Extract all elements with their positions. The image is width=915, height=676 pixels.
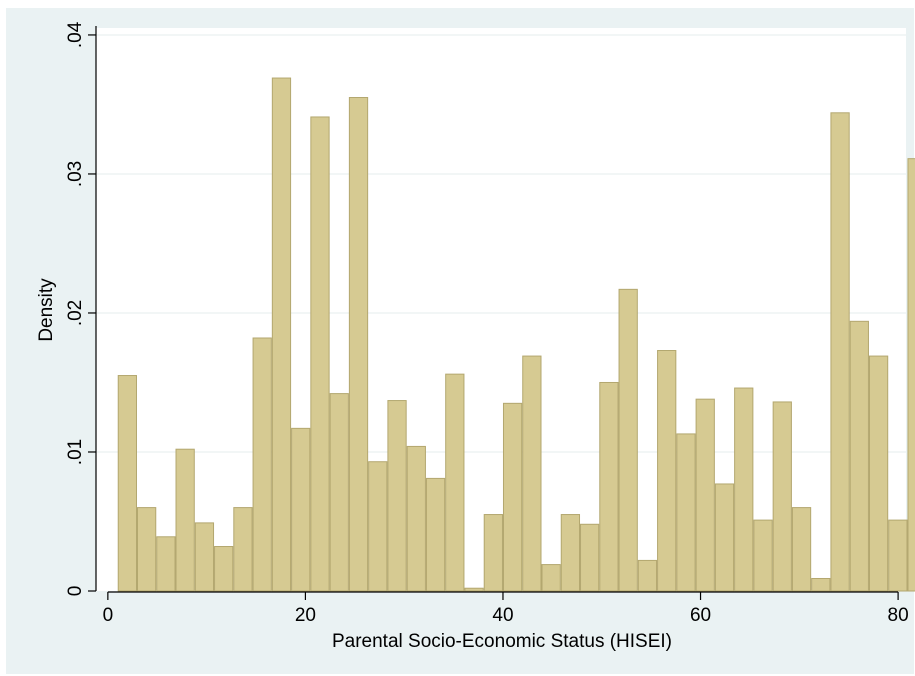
histogram-bar [676, 433, 696, 592]
x-tick-label: 80 [888, 605, 909, 626]
histogram-bar [791, 507, 812, 592]
histogram-bar [117, 375, 137, 592]
histogram-bar [464, 587, 484, 592]
histogram-bar [425, 477, 446, 592]
x-tick-label: 0 [103, 605, 114, 626]
y-tick-label: 0 [65, 586, 86, 597]
histogram-bar [310, 116, 330, 592]
histogram-bar [714, 483, 735, 592]
histogram-bar [368, 461, 388, 592]
plot-area [96, 28, 906, 591]
histogram-bar [868, 355, 889, 592]
histogram-bar [406, 445, 426, 592]
histogram-bar [387, 400, 407, 592]
x-tick-label: 20 [295, 605, 316, 626]
axes: 0 .01 .02 .03 .04 0 20 40 60 80 [65, 21, 909, 626]
histogram-bar [502, 402, 523, 592]
histogram-bar [637, 559, 658, 592]
y-tick-label: .02 [65, 300, 86, 326]
histogram-bar [233, 507, 253, 592]
histogram-bar [772, 401, 792, 592]
y-tick-label: .01 [65, 439, 86, 465]
histogram-bar [483, 514, 503, 592]
y-tick-label: .03 [65, 161, 86, 187]
bars [117, 77, 915, 592]
histogram-bar [329, 393, 349, 592]
histogram-bar [907, 158, 915, 592]
grid-lines [96, 34, 906, 453]
y-axis-title: Density [36, 278, 57, 342]
histogram-bar [811, 577, 831, 592]
histogram-bar [291, 427, 311, 592]
histogram-bar [541, 564, 561, 592]
histogram-bar [830, 112, 850, 592]
histogram-bar [599, 381, 619, 592]
histogram-bar [695, 398, 715, 592]
histogram-bar [849, 320, 869, 592]
histogram-bar [136, 507, 157, 592]
histogram-bar [252, 337, 272, 592]
histogram-bar [214, 546, 234, 592]
histogram-bar [657, 350, 677, 592]
histogram-bar [445, 373, 465, 592]
histogram-bar [522, 355, 542, 592]
histogram-bar [618, 288, 638, 592]
histogram-bar [271, 77, 292, 592]
histogram-bar [734, 387, 754, 592]
x-tick-label: 40 [492, 605, 513, 626]
histogram-bar [194, 522, 215, 592]
histogram-bar [753, 519, 773, 592]
y-tick-label: .04 [65, 21, 86, 48]
histogram-bar [888, 519, 908, 592]
x-axis-title: Parental Socio-Economic Status (HISEI) [332, 631, 672, 652]
histogram-bar [560, 514, 581, 592]
histogram-bar [156, 536, 176, 592]
x-tick-label: 60 [690, 605, 711, 626]
histogram-bar [348, 97, 369, 592]
histogram-bar [580, 523, 600, 592]
histogram-bar [175, 448, 195, 592]
